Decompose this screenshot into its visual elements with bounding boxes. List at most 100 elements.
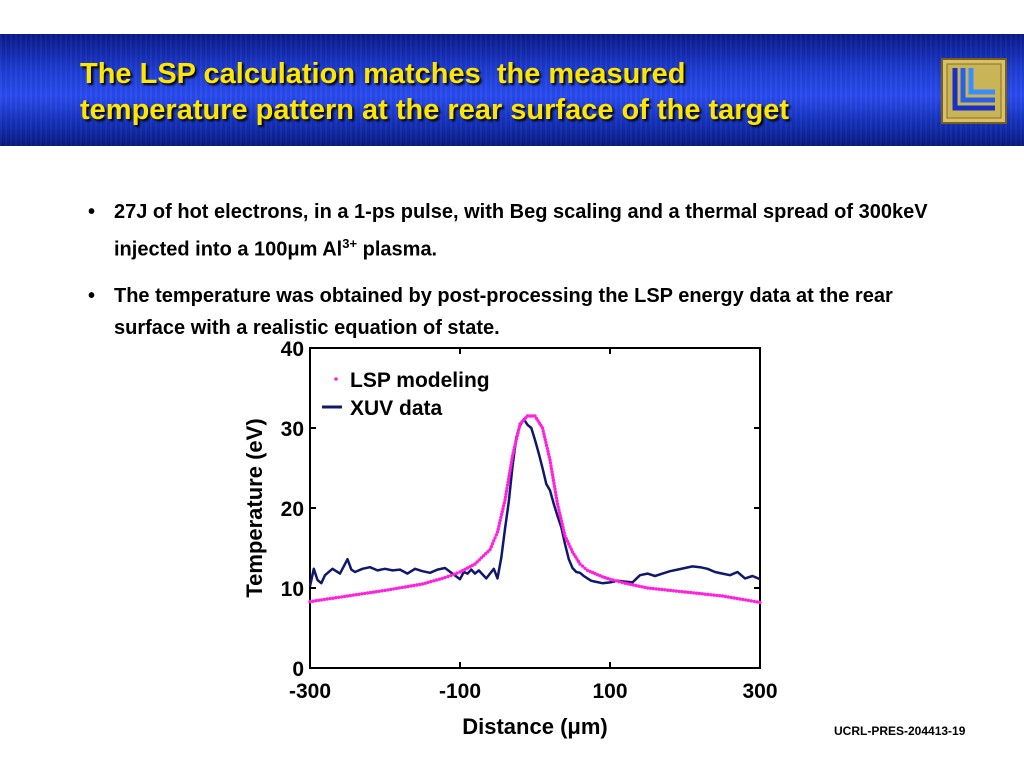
lsp-model-point xyxy=(694,591,699,595)
lsp-model-point xyxy=(549,467,554,471)
lsp-model-point xyxy=(317,598,321,602)
lsp-model-point xyxy=(409,584,413,588)
lsp-model-point xyxy=(505,486,509,490)
lsp-model-point xyxy=(374,590,378,594)
lsp-model-point xyxy=(712,593,716,597)
lsp-model-point xyxy=(383,588,387,593)
lsp-model-point xyxy=(666,588,670,592)
lsp-model-point xyxy=(465,566,470,570)
lsp-model-point xyxy=(363,591,367,596)
lsp-model-point xyxy=(490,542,495,546)
bullet-item-2: • The temperature was obtained by post-p… xyxy=(86,280,966,344)
lsp-model-point xyxy=(626,582,630,586)
lsp-model-point xyxy=(477,558,481,562)
lsp-model-point xyxy=(508,466,513,470)
lsp-model-point xyxy=(578,562,582,566)
lsp-model-point xyxy=(493,536,497,540)
lsp-model-point xyxy=(509,460,514,464)
lsp-model-point xyxy=(628,582,633,587)
lsp-model-point xyxy=(657,587,661,591)
superscript: 3+ xyxy=(342,236,358,251)
lsp-model-point xyxy=(354,593,358,597)
lsp-model-point xyxy=(709,593,713,597)
x-tick-label: -100 xyxy=(439,680,481,703)
llnl-logo-icon xyxy=(941,58,1007,124)
lsp-model-point xyxy=(488,547,492,552)
lsp-model-point xyxy=(551,475,555,480)
lsp-model-point xyxy=(663,588,667,592)
lsp-model-point xyxy=(325,597,329,601)
title-line-2: temperature pattern at the rear surface … xyxy=(80,94,790,126)
lsp-model-point xyxy=(429,579,433,584)
lsp-model-point xyxy=(496,527,500,531)
lsp-model-point xyxy=(340,595,344,599)
title-banner xyxy=(0,34,1024,146)
xuv-data-line xyxy=(308,417,761,587)
lsp-model-point xyxy=(654,587,658,591)
lsp-model-point xyxy=(502,501,506,505)
lsp-model-point xyxy=(553,487,557,491)
lsp-model-point xyxy=(680,590,684,594)
lsp-model-point xyxy=(426,580,430,585)
lsp-model-point xyxy=(434,578,439,582)
lsp-model-point xyxy=(660,587,664,592)
bullet-item-1: • 27J of hot electrons, in a 1-ps pulse,… xyxy=(86,196,966,266)
lsp-model-point xyxy=(505,483,510,487)
lsp-model-point xyxy=(700,592,704,596)
lsp-model-point xyxy=(494,533,498,537)
lsp-model-point xyxy=(514,439,518,444)
lsp-model-point xyxy=(617,579,621,584)
lsp-model-point xyxy=(420,582,425,586)
lsp-model-point xyxy=(544,440,548,445)
lsp-model-point xyxy=(561,528,566,532)
lsp-model-point xyxy=(366,591,370,595)
lsp-model-point xyxy=(689,590,693,595)
lsp-model-point xyxy=(525,414,530,418)
lsp-model-point xyxy=(614,579,618,583)
legend: LSP modeling XUV data xyxy=(322,369,490,420)
lsp-model-point xyxy=(512,445,517,449)
lsp-model-point xyxy=(510,454,515,458)
lsp-model-point xyxy=(406,584,410,589)
lsp-model-point xyxy=(499,515,503,520)
lsp-model-point xyxy=(631,583,636,587)
lsp-model-point xyxy=(755,600,759,604)
lsp-model-point xyxy=(371,590,376,594)
legend-lsp-label: LSP modeling xyxy=(350,369,490,392)
lsp-model-point xyxy=(460,569,465,573)
title-line-1: The LSP calculation matches the measured xyxy=(80,58,686,90)
lsp-model-point xyxy=(514,436,519,441)
document-id: UCRL-PRES-204413-19 xyxy=(834,724,966,738)
y-tick-label: 40 xyxy=(281,338,304,361)
lsp-model-point xyxy=(506,477,511,482)
lsp-model-point xyxy=(348,593,353,598)
mu-symbol: μ xyxy=(287,238,300,261)
lsp-model-point xyxy=(683,590,687,594)
lsp-model-point xyxy=(554,493,558,497)
lsp-model-point xyxy=(555,502,560,506)
lsp-model-point xyxy=(443,575,447,580)
lsp-model-point xyxy=(506,480,510,485)
lsp-model-point xyxy=(415,583,419,587)
lsp-model-point xyxy=(322,597,327,602)
lsp-model-point xyxy=(394,586,399,591)
lsp-model-point xyxy=(437,577,442,581)
lsp-model-point xyxy=(546,449,550,453)
lsp-model-point xyxy=(403,585,407,589)
lsp-model-point xyxy=(554,496,559,500)
x-axis-ticks: -300 -100 100 300 xyxy=(289,348,778,703)
lsp-model-point xyxy=(643,585,647,590)
lsp-model-point xyxy=(512,448,516,452)
lsp-model-point xyxy=(308,599,312,604)
lsp-model-point xyxy=(551,478,556,483)
lsp-model-point xyxy=(723,594,728,599)
lsp-model-point xyxy=(553,490,558,494)
legend-xuv-label: XUV data xyxy=(350,397,443,420)
lsp-model-point xyxy=(400,585,404,590)
lsp-model-point xyxy=(397,586,402,590)
lsp-model-point xyxy=(499,512,504,517)
lsp-model-point xyxy=(486,550,490,554)
bullet-2-text: The temperature was obtained by post-pro… xyxy=(114,284,893,339)
lsp-model-point xyxy=(423,581,427,585)
lsp-model-point xyxy=(449,573,453,578)
